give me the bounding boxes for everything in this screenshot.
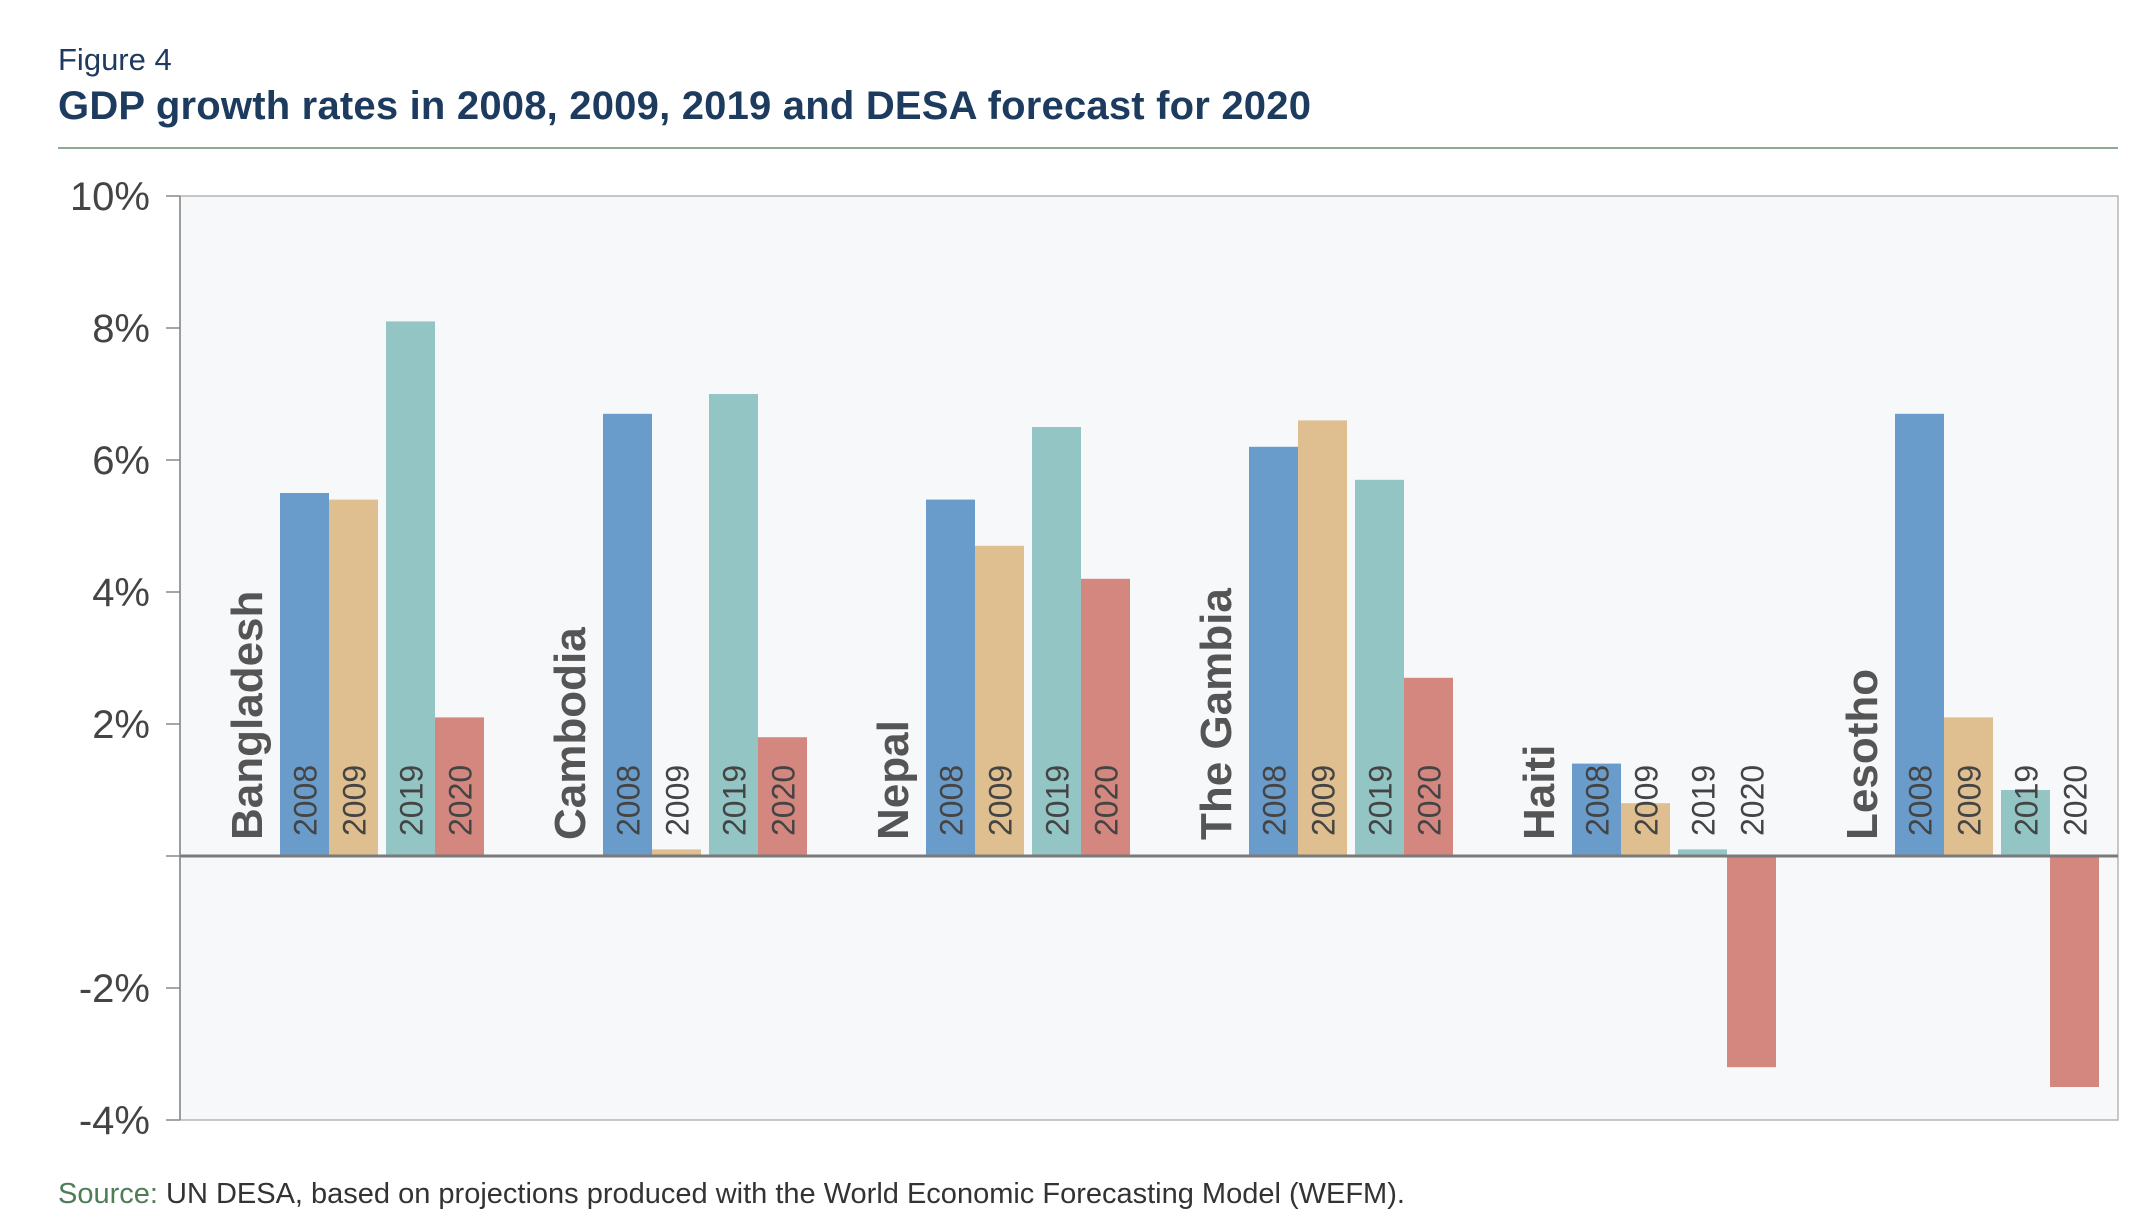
bar-year-label: 2009 bbox=[1952, 765, 1988, 836]
bar-year-label: 2008 bbox=[1257, 765, 1293, 836]
bar bbox=[1249, 446, 1298, 856]
bar-year-label: 2019 bbox=[1363, 765, 1399, 836]
bar-year-label: 2020 bbox=[443, 765, 479, 836]
bar-year-label: 2008 bbox=[934, 765, 970, 836]
category-label: Bangladesh bbox=[223, 591, 272, 840]
bar-year-label: 2008 bbox=[288, 765, 324, 836]
bar bbox=[1081, 578, 1130, 856]
figure-label: Figure 4 bbox=[58, 42, 172, 77]
bar bbox=[435, 717, 484, 856]
bar-year-label: 2019 bbox=[1040, 765, 1076, 836]
bar bbox=[975, 545, 1024, 856]
bar bbox=[1298, 420, 1347, 856]
bar bbox=[280, 493, 329, 856]
bar bbox=[1032, 427, 1081, 856]
bar-year-label: 2008 bbox=[611, 765, 647, 836]
source-note: Source: UN DESA, based on projections pr… bbox=[58, 1178, 1405, 1211]
bar bbox=[603, 413, 652, 856]
bar-year-label: 2019 bbox=[1686, 765, 1722, 836]
bar-year-label: 2008 bbox=[1580, 765, 1616, 836]
y-tick-label: 4% bbox=[92, 571, 150, 615]
bar bbox=[1678, 849, 1727, 856]
bar-year-label: 2020 bbox=[2058, 765, 2094, 836]
bar bbox=[758, 737, 807, 856]
title-divider bbox=[58, 147, 2118, 149]
y-tick-label: 8% bbox=[92, 307, 150, 351]
bar-year-label: 2019 bbox=[394, 765, 430, 836]
bar-year-label: 2020 bbox=[1735, 765, 1771, 836]
y-tick-label: 2% bbox=[92, 703, 150, 747]
plot-area bbox=[179, 195, 2119, 1121]
figure-title: GDP growth rates in 2008, 2009, 2019 and… bbox=[58, 84, 1312, 128]
source-label: Source: bbox=[58, 1178, 158, 1210]
bar bbox=[386, 321, 435, 856]
bar bbox=[2050, 856, 2099, 1087]
source-text: UN DESA, based on projections produced w… bbox=[157, 1178, 1405, 1210]
category-label: The Gambia bbox=[1192, 588, 1241, 840]
y-tick-label: 10% bbox=[70, 175, 150, 219]
y-tick-label: 6% bbox=[92, 439, 150, 483]
bar-year-label: 2009 bbox=[337, 765, 373, 836]
bar-year-label: 2009 bbox=[660, 765, 696, 836]
bar bbox=[709, 394, 758, 856]
bar-year-label: 2009 bbox=[1629, 765, 1665, 836]
bar bbox=[1895, 413, 1944, 856]
bar-year-label: 2008 bbox=[1903, 765, 1939, 836]
bar bbox=[1727, 856, 1776, 1068]
y-tick-label: -4% bbox=[79, 1099, 150, 1143]
category-label: Nepal bbox=[869, 720, 918, 840]
category-label: Cambodia bbox=[546, 627, 595, 840]
bar bbox=[1572, 763, 1621, 856]
category-label: Haiti bbox=[1515, 745, 1564, 840]
bar bbox=[1621, 803, 1670, 856]
bar bbox=[329, 499, 378, 856]
bar-year-label: 2020 bbox=[766, 765, 802, 836]
bar bbox=[2001, 790, 2050, 856]
bar-year-label: 2019 bbox=[717, 765, 753, 836]
bar bbox=[1404, 677, 1453, 856]
bar bbox=[652, 849, 701, 856]
bar-year-label: 2020 bbox=[1412, 765, 1448, 836]
bar-year-label: 2009 bbox=[983, 765, 1019, 836]
bar bbox=[926, 499, 975, 856]
bar-year-label: 2019 bbox=[2009, 765, 2045, 836]
bar bbox=[1355, 479, 1404, 856]
y-tick-label: -2% bbox=[79, 967, 150, 1011]
bar-year-label: 2020 bbox=[1089, 765, 1125, 836]
bar bbox=[1944, 717, 1993, 856]
category-label: Lesotho bbox=[1838, 669, 1887, 840]
bar-year-label: 2009 bbox=[1306, 765, 1342, 836]
